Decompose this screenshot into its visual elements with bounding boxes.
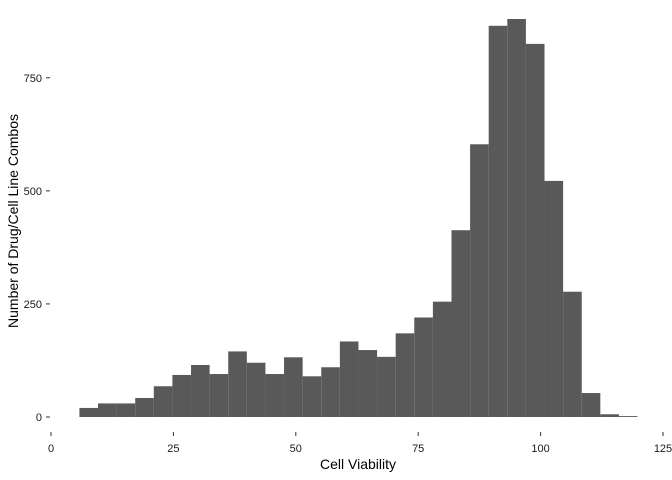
x-axis-title: Cell Viability	[320, 456, 396, 472]
histogram-bar-27	[581, 393, 601, 417]
histogram-bar-24	[525, 43, 545, 418]
histogram-bar-26	[563, 291, 582, 417]
histogram-bar-21	[470, 144, 489, 417]
histogram-bar-1	[98, 403, 117, 417]
histogram-bar-19	[432, 301, 452, 417]
histogram-bar-9	[246, 362, 266, 417]
histogram-bar-8	[228, 351, 247, 417]
histogram-bar-0	[79, 407, 98, 417]
histogram-bar-12	[302, 376, 322, 417]
histogram-bar-20	[451, 230, 471, 417]
y-axis-title: Number of Drug/Cell Line Combos	[5, 114, 21, 328]
histogram-bar-16	[377, 356, 396, 417]
histogram-bar-13	[321, 367, 340, 417]
histogram-bar-6	[191, 364, 210, 417]
histogram-bar-15	[358, 350, 378, 417]
histogram-bar-22	[488, 25, 508, 418]
y-axis: 0 250 500 750	[24, 73, 50, 424]
histogram-bar-3	[135, 398, 154, 417]
histogram-bar-11	[284, 357, 303, 417]
y-tick-label-2: 500	[24, 186, 42, 198]
histogram-bar-25	[544, 180, 564, 417]
histogram-bar-7	[209, 374, 229, 417]
histogram-bar-14	[339, 341, 359, 417]
histogram-bar-23	[507, 19, 526, 417]
histogram-bar-2	[116, 403, 136, 417]
y-tick-label-1: 250	[24, 299, 42, 311]
x-tick-label-3: 75	[412, 443, 424, 455]
x-tick-label-2: 50	[290, 443, 302, 455]
histogram-bar-29	[618, 416, 638, 417]
histogram-bar-28	[600, 414, 619, 417]
x-tick-label-0: 0	[48, 443, 54, 455]
histogram-bar-17	[395, 333, 415, 417]
histogram-bar-5	[172, 374, 192, 417]
x-tick-label-4: 100	[531, 443, 549, 455]
y-tick-label-3: 750	[24, 73, 42, 85]
histogram-bar-18	[414, 317, 433, 417]
x-tick-label-5: 125	[654, 443, 672, 455]
histogram-bars	[79, 19, 638, 418]
y-tick-label-0: 0	[36, 412, 42, 424]
histogram-bar-10	[265, 374, 285, 417]
histogram-bar-4	[153, 386, 173, 417]
x-tick-label-1: 25	[167, 443, 179, 455]
x-axis: 0 25 50 75 100 125	[48, 432, 672, 455]
